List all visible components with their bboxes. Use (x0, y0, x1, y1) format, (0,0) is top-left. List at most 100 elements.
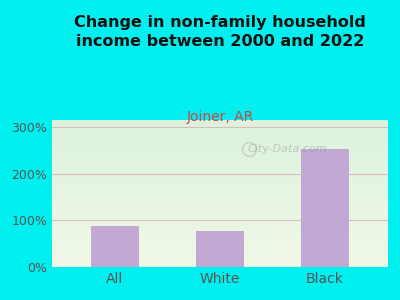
Bar (52, 169, 388, 170)
Bar (52, 204, 388, 205)
Bar (52, 201, 388, 202)
Bar (52, 255, 388, 257)
Bar (52, 170, 388, 172)
Bar (52, 246, 388, 248)
Bar (52, 211, 388, 213)
Bar (52, 127, 388, 129)
Bar (52, 188, 388, 189)
Bar (52, 160, 388, 161)
Bar (52, 226, 388, 227)
Bar (52, 224, 388, 226)
Bar (52, 161, 388, 163)
Bar (52, 151, 388, 152)
Bar (52, 177, 388, 179)
Bar (52, 132, 388, 133)
Bar (52, 235, 388, 236)
Bar (52, 208, 388, 210)
Bar (52, 148, 388, 149)
Bar (52, 130, 388, 132)
Text: City-Data.com: City-Data.com (248, 144, 327, 154)
Bar (52, 143, 388, 145)
Bar (52, 195, 388, 196)
Bar (52, 141, 388, 142)
Bar (52, 189, 388, 190)
Bar (52, 196, 388, 198)
Bar (52, 236, 388, 238)
Bar (52, 215, 388, 217)
Bar (52, 252, 388, 254)
Bar (52, 258, 388, 260)
Bar (52, 223, 388, 224)
Bar (52, 200, 388, 201)
Bar (52, 122, 388, 123)
Bar (196, 231, 244, 267)
Bar (52, 249, 388, 251)
Bar (52, 205, 388, 207)
Bar (52, 135, 388, 136)
Bar (52, 261, 388, 262)
Bar (52, 190, 388, 192)
Bar (52, 257, 388, 258)
Bar (52, 213, 388, 214)
Bar (52, 142, 388, 143)
Bar (52, 172, 388, 173)
Bar (52, 198, 388, 200)
Bar (52, 232, 388, 233)
Bar (52, 173, 388, 174)
Bar (52, 155, 388, 157)
Bar (52, 182, 388, 183)
Bar (52, 123, 388, 124)
Bar (52, 264, 388, 266)
Bar (52, 238, 388, 239)
Bar (91, 226, 139, 267)
Bar (52, 146, 388, 148)
Bar (52, 262, 388, 264)
Bar (52, 158, 388, 160)
Bar (52, 227, 388, 229)
Bar (52, 210, 388, 211)
Bar (52, 129, 388, 130)
Bar (52, 152, 388, 154)
Bar (52, 217, 388, 218)
Bar (52, 207, 388, 208)
Text: Change in non-family household
income between 2000 and 2022: Change in non-family household income be… (74, 15, 366, 49)
Bar (52, 214, 388, 215)
Bar (52, 167, 388, 169)
Bar (52, 149, 388, 151)
Bar (52, 163, 388, 164)
Bar (52, 192, 388, 194)
Bar (52, 179, 388, 180)
Bar (52, 230, 388, 232)
Bar (52, 185, 388, 186)
Bar (52, 245, 388, 246)
Bar (52, 233, 388, 235)
Bar (52, 164, 388, 166)
Bar (52, 251, 388, 252)
Bar (52, 244, 388, 245)
Bar (52, 241, 388, 242)
Bar (52, 248, 388, 249)
Bar (52, 166, 388, 167)
Bar (52, 180, 388, 182)
Bar (52, 229, 388, 230)
Bar (52, 157, 388, 158)
Bar (52, 145, 388, 146)
Bar (52, 176, 388, 177)
Bar (52, 218, 388, 220)
Bar (52, 138, 388, 139)
Bar (301, 149, 349, 267)
Bar (52, 220, 388, 221)
Bar (52, 194, 388, 195)
Bar (52, 154, 388, 155)
Bar (52, 242, 388, 244)
Bar (52, 221, 388, 223)
Bar (52, 139, 388, 141)
Bar (52, 202, 388, 204)
Text: Joiner, AR: Joiner, AR (186, 110, 254, 124)
Bar (52, 266, 388, 267)
Bar (52, 186, 388, 188)
Bar (52, 126, 388, 127)
Bar (52, 260, 388, 261)
Bar (52, 183, 388, 185)
Bar (52, 136, 388, 138)
